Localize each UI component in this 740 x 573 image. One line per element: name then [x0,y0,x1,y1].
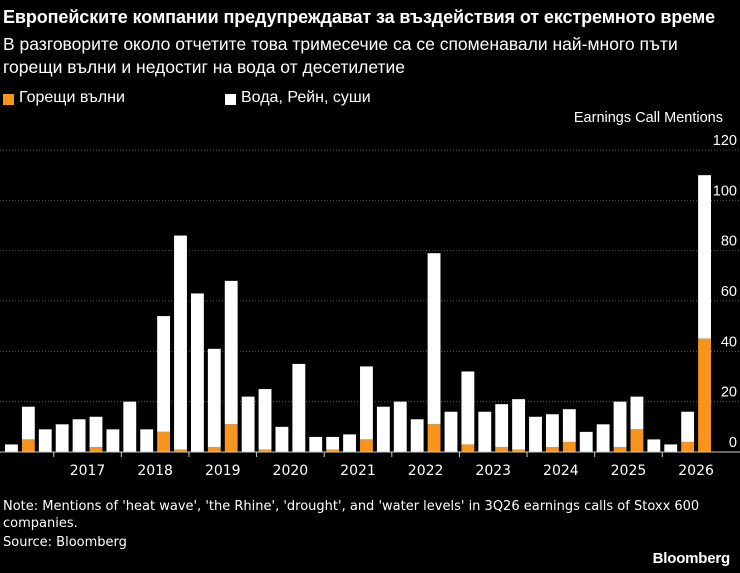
bar-water [72,419,86,452]
bar-water [292,363,306,452]
bar-water [258,389,272,450]
bar-water [174,235,187,450]
bar-heat [512,449,526,452]
x-tick-label: 2022 [408,463,444,479]
bar-water [38,429,52,452]
bar-water [140,429,154,452]
bar-heat [207,446,221,452]
bar-water [681,411,695,442]
bar-heat [174,449,187,452]
x-tick-label: 2024 [543,463,579,479]
bar-water [461,371,475,445]
legend-label-water: Вода, Рейн, суши [241,89,371,106]
chart-note: Note: Mentions of 'heat wave', 'the Rhin… [3,499,700,531]
y-tick-label: 80 [721,234,737,250]
x-tick-label: 2017 [70,463,106,479]
bar-water [545,414,559,447]
bar-water [309,436,323,452]
axes: 0 20 40 60 80 100 120 2017 2018 2019 2020 2021 2022 2… [0,133,740,479]
bar-water [427,253,441,425]
bar-water [376,406,390,452]
bar-water [190,293,204,452]
bar-water [207,348,221,447]
legend-label-heat: Горещи вълни [19,89,125,106]
x-tick-label: 2025 [611,463,647,479]
y-tick-label: 40 [721,334,737,350]
legend-swatch-water [225,94,236,105]
legend-swatch-heat [3,94,14,105]
bar-heat [21,439,35,452]
bar-heat [698,338,711,452]
y-axis-label: Earnings Call Mentions [573,110,723,126]
bar-heat [613,446,627,452]
bar-water [393,401,407,452]
bar-heat [461,444,475,452]
bar-water [224,280,238,425]
bar-heat [326,449,340,452]
chart-title: Европейските компании предупреждават за … [3,7,716,27]
y-tick-label: 120 [713,133,737,149]
bar-water [410,419,424,452]
bars [5,175,711,452]
bar-water [613,401,627,447]
bar-heat [495,446,509,452]
bar-water [596,424,610,452]
bar-heat [562,441,576,452]
bar-heat [427,424,441,452]
x-tick-label: 2018 [137,463,173,479]
grid-lines [0,149,740,403]
x-tick-label: 2019 [205,463,241,479]
x-tick-label: 2026 [678,463,714,479]
bar-heat [630,429,644,452]
bar-water [326,436,340,450]
bar-water [157,316,171,432]
bar-water [360,366,373,440]
bar-water [343,434,356,452]
bar-water [89,416,103,447]
bar-water [495,404,509,447]
bar-heat [224,424,238,452]
bar-water [5,444,18,452]
bar-water [562,409,576,442]
bar-heat [545,446,559,452]
bar-water [444,411,458,452]
bar-heat [681,441,695,452]
bar-heat [89,446,103,452]
chart-source: Source: Bloomberg [3,535,127,550]
y-tick-label: 60 [721,284,737,300]
bar-water [529,416,542,452]
bar-water [698,175,711,339]
bar-water [512,399,526,450]
y-tick-label: 20 [721,385,737,401]
bar-water [241,396,255,452]
bar-heat [258,449,272,452]
y-tick-label: 0 [729,435,737,451]
bar-water [579,431,593,452]
bar-water [478,411,492,452]
bar-water [275,426,289,452]
bar-heat [360,439,373,452]
bloomberg-logo: Bloomberg [652,550,731,567]
bar-water [106,429,120,452]
bar-heat [157,431,171,452]
bar-water [21,406,35,440]
bar-water [664,444,678,452]
x-tick-label: 2023 [475,463,511,479]
x-tick-label: 2021 [340,463,376,479]
bar-water [630,396,644,430]
x-tick-label: 2020 [273,463,309,479]
chart-subtitle: В разговорите около отчетите това тримес… [3,34,678,77]
bar-water [55,424,69,452]
bar-water [123,401,137,452]
y-tick-label: 100 [713,183,737,199]
bar-water [647,439,661,452]
